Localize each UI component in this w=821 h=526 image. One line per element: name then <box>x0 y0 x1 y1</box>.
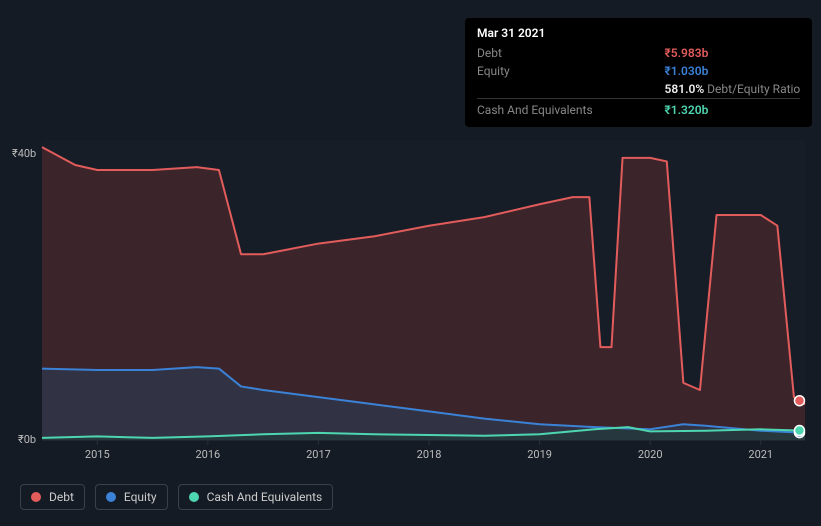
legend-label: Cash And Equivalents <box>207 490 323 504</box>
tooltip-ratio: 581.0% Debt/Equity Ratio <box>665 80 801 99</box>
tooltip-row-value: ₹5.983b <box>665 44 801 62</box>
y-tick-top: ₹40b <box>12 147 36 160</box>
y-tick-bottom: ₹0b <box>18 433 36 446</box>
legend-dot-icon <box>106 492 116 502</box>
legend-item-debt[interactable]: Debt <box>20 484 85 510</box>
tooltip-title: Mar 31 2021 <box>477 26 800 40</box>
tooltip-row-value: ₹1.030b <box>665 62 801 80</box>
svg-text:2018: 2018 <box>417 448 442 461</box>
chart-container: 2015 2016 2017 2018 2019 2020 2021 ₹40b ₹0b Ma… <box>0 0 821 526</box>
tooltip-extra-value: ₹1.320b <box>665 99 801 120</box>
svg-text:2020: 2020 <box>638 448 663 461</box>
tooltip-row-label: Equity <box>477 62 665 80</box>
legend-item-cash[interactable]: Cash And Equivalents <box>178 484 334 510</box>
svg-text:2021: 2021 <box>748 448 773 461</box>
svg-text:2017: 2017 <box>306 448 331 461</box>
legend-item-equity[interactable]: Equity <box>95 484 168 510</box>
tooltip-ratio-value: 581.0% <box>665 82 705 96</box>
tooltip-extra-label: Cash And Equivalents <box>477 99 665 120</box>
chart-legend: Debt Equity Cash And Equivalents <box>20 484 333 510</box>
legend-dot-icon <box>31 492 41 502</box>
svg-text:2015: 2015 <box>85 448 110 461</box>
svg-text:2016: 2016 <box>196 448 221 461</box>
legend-dot-icon <box>189 492 199 502</box>
chart-tooltip: Mar 31 2021 Debt ₹5.983b Equity ₹1.030b … <box>465 18 812 127</box>
svg-text:2019: 2019 <box>527 448 552 461</box>
tooltip-row-label: Debt <box>477 44 665 62</box>
legend-label: Equity <box>124 490 157 504</box>
tooltip-ratio-label: Debt/Equity Ratio <box>707 82 800 96</box>
legend-label: Debt <box>49 490 74 504</box>
